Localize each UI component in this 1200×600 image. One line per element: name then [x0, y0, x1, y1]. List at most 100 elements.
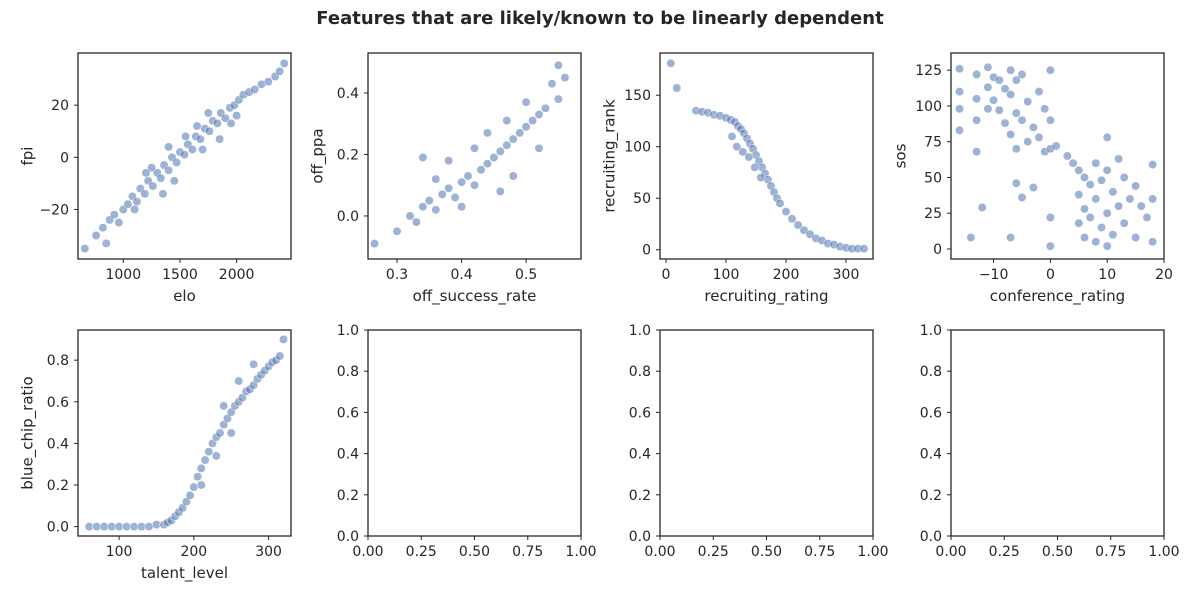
- x-tick-label: 0.25: [698, 544, 729, 560]
- x-tick-label: 0.00: [644, 544, 675, 560]
- data-point: [137, 522, 146, 532]
- data-point: [172, 158, 182, 167]
- data-point: [1148, 160, 1158, 170]
- data-point: [1097, 223, 1106, 232]
- x-axis-label: talent_level: [141, 564, 228, 583]
- data-point: [1006, 233, 1016, 242]
- data-point: [187, 145, 197, 154]
- data-point: [211, 451, 221, 461]
- y-tick-label: 0.2: [629, 488, 651, 504]
- y-tick-label: 0.4: [337, 447, 359, 463]
- data-point: [1091, 158, 1101, 168]
- data-point: [1017, 70, 1027, 79]
- data-point: [1114, 201, 1124, 211]
- x-tick-label: 1.00: [1148, 544, 1179, 560]
- data-point: [502, 140, 512, 150]
- data-point: [1006, 65, 1016, 75]
- axes-frame: [950, 329, 1165, 537]
- data-point: [1017, 193, 1027, 202]
- data-point: [560, 73, 570, 83]
- y-tick-label: 1.0: [629, 323, 651, 339]
- data-point: [553, 94, 563, 104]
- data-point: [966, 233, 976, 242]
- x-tick-label: 2000: [219, 267, 255, 283]
- data-point: [249, 359, 259, 369]
- data-point: [1148, 194, 1158, 204]
- data-point: [279, 58, 289, 68]
- data-point: [1119, 218, 1129, 228]
- y-tick-label: 125: [915, 63, 942, 79]
- y-tick-label: 0.0: [47, 520, 69, 536]
- y-tick-label: 50: [633, 191, 651, 207]
- y-tick-label: 0.8: [920, 364, 942, 380]
- y-tick-label: 1.0: [920, 323, 942, 339]
- data-point: [431, 174, 441, 184]
- data-point: [502, 116, 512, 126]
- data-point: [1080, 233, 1089, 242]
- y-tick-label: 0: [60, 150, 69, 166]
- data-point: [983, 82, 993, 92]
- axes-frame: [950, 52, 1165, 260]
- data-point: [1040, 104, 1050, 114]
- data-point: [84, 522, 94, 532]
- data-point: [101, 238, 111, 248]
- data-point: [418, 153, 428, 162]
- data-point: [220, 113, 230, 123]
- x-axis-label: conference_rating: [990, 287, 1125, 306]
- y-tick-label: 0.8: [337, 364, 359, 380]
- y-tick-label: 0.4: [337, 86, 359, 102]
- data-point: [482, 128, 492, 138]
- data-point: [109, 210, 119, 220]
- x-axis-label: elo: [173, 287, 196, 305]
- data-point: [1091, 194, 1101, 204]
- data-point: [977, 203, 987, 212]
- x-tick-label: 0: [1046, 267, 1055, 283]
- data-point: [1136, 201, 1146, 211]
- data-point: [983, 104, 993, 114]
- data-point: [1045, 213, 1055, 222]
- x-tick-label: 0.25: [989, 544, 1020, 560]
- data-point: [122, 522, 132, 532]
- x-tick-label: 1500: [162, 267, 198, 283]
- x-tick-label: −10: [979, 267, 1009, 283]
- data-point: [200, 455, 210, 465]
- data-point: [1074, 190, 1084, 200]
- data-point: [955, 104, 964, 114]
- data-point: [1051, 141, 1061, 151]
- data-point: [147, 163, 157, 173]
- data-point: [972, 115, 982, 125]
- data-point: [148, 181, 158, 191]
- data-point: [195, 134, 205, 144]
- data-point: [666, 58, 676, 68]
- data-point: [181, 131, 191, 141]
- data-point: [1017, 115, 1027, 125]
- x-tick-label: 0.75: [804, 544, 835, 560]
- data-point: [972, 94, 982, 104]
- data-point: [226, 118, 236, 128]
- data-point: [541, 103, 550, 113]
- data-point: [1125, 194, 1135, 204]
- data-point: [185, 490, 195, 500]
- data-point: [411, 217, 421, 227]
- data-point: [508, 134, 518, 144]
- data-point: [1097, 175, 1106, 185]
- data-point: [444, 156, 454, 166]
- axes-frame: [659, 329, 874, 537]
- data-point: [98, 223, 108, 233]
- y-tick-label: 0.4: [629, 447, 651, 463]
- data-point: [1102, 132, 1112, 142]
- data-point: [1006, 90, 1016, 99]
- x-tick-label: 1.00: [565, 544, 596, 560]
- data-point: [457, 202, 467, 212]
- data-point: [744, 152, 754, 162]
- data-point: [1011, 178, 1021, 188]
- y-tick-label: 0.2: [337, 147, 359, 163]
- data-point: [198, 145, 208, 154]
- data-point: [1091, 237, 1101, 247]
- data-point: [521, 122, 531, 132]
- x-tick-label: 0.4: [450, 267, 472, 283]
- data-point: [470, 180, 479, 190]
- x-tick-label: 300: [255, 544, 282, 560]
- data-point: [1080, 173, 1089, 182]
